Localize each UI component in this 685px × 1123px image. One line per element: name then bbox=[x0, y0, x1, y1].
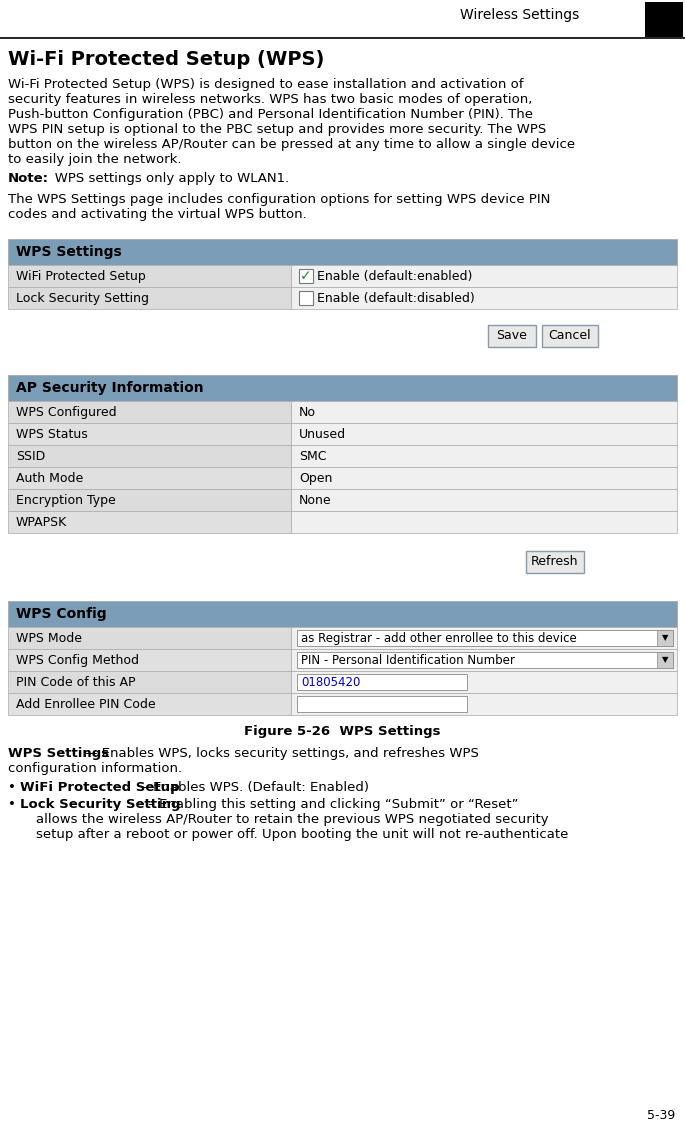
Bar bbox=[297, 696, 467, 712]
Text: Lock Security Setting: Lock Security Setting bbox=[20, 798, 181, 811]
Bar bbox=[297, 674, 467, 690]
Bar bbox=[291, 489, 677, 511]
Bar bbox=[8, 287, 291, 309]
Bar bbox=[8, 265, 291, 287]
Text: WPS Config Method: WPS Config Method bbox=[16, 654, 139, 667]
Text: Cancel: Cancel bbox=[549, 329, 591, 343]
Text: – Enabling this setting and clicking “Submit” or “Reset”: – Enabling this setting and clicking “Su… bbox=[144, 798, 519, 811]
Bar bbox=[526, 551, 584, 573]
Bar bbox=[291, 401, 677, 423]
Text: Enable (default:disabled): Enable (default:disabled) bbox=[317, 292, 475, 305]
Bar bbox=[8, 239, 677, 265]
Bar bbox=[657, 630, 673, 646]
Text: 5: 5 bbox=[650, 4, 669, 31]
Bar bbox=[8, 601, 677, 627]
Text: Wi-Fi Protected Setup (WPS): Wi-Fi Protected Setup (WPS) bbox=[8, 51, 325, 69]
Text: to easily join the network.: to easily join the network. bbox=[8, 153, 182, 166]
Bar bbox=[291, 649, 677, 672]
Text: codes and activating the virtual WPS button.: codes and activating the virtual WPS but… bbox=[8, 208, 307, 221]
Text: ▼: ▼ bbox=[662, 633, 669, 642]
Text: None: None bbox=[299, 494, 332, 506]
Bar bbox=[291, 287, 677, 309]
Bar bbox=[291, 511, 677, 533]
Text: Save: Save bbox=[497, 329, 527, 343]
Text: No: No bbox=[299, 407, 316, 419]
Text: WPS Mode: WPS Mode bbox=[16, 632, 82, 645]
Bar bbox=[8, 375, 677, 401]
Text: Add Enrollee PIN Code: Add Enrollee PIN Code bbox=[16, 699, 155, 711]
Bar bbox=[657, 652, 673, 668]
Bar bbox=[297, 630, 673, 646]
Text: configuration information.: configuration information. bbox=[8, 763, 182, 775]
Text: Wi-Fi Protected Setup (WPS) is designed to ease installation and activation of: Wi-Fi Protected Setup (WPS) is designed … bbox=[8, 77, 523, 91]
Text: — Enables WPS, locks security settings, and refreshes WPS: — Enables WPS, locks security settings, … bbox=[80, 747, 479, 760]
Text: PIN - Personal Identification Number: PIN - Personal Identification Number bbox=[301, 654, 515, 667]
Text: WiFi Protected Setup: WiFi Protected Setup bbox=[20, 780, 179, 794]
Bar bbox=[291, 627, 677, 649]
Bar bbox=[8, 672, 291, 693]
Bar bbox=[8, 401, 291, 423]
Text: WPS Configured: WPS Configured bbox=[16, 407, 116, 419]
Bar bbox=[297, 652, 673, 668]
Text: Enable (default:enabled): Enable (default:enabled) bbox=[317, 270, 473, 283]
Text: Auth Mode: Auth Mode bbox=[16, 472, 84, 485]
Text: button on the wireless AP/Router can be pressed at any time to allow a single de: button on the wireless AP/Router can be … bbox=[8, 138, 575, 150]
Bar bbox=[488, 325, 536, 347]
Bar bbox=[645, 2, 683, 37]
Text: AP Security Information: AP Security Information bbox=[16, 381, 203, 395]
Bar bbox=[291, 445, 677, 467]
Text: WPS Status: WPS Status bbox=[16, 428, 88, 441]
Text: WiFi Protected Setup: WiFi Protected Setup bbox=[16, 270, 146, 283]
Text: allows the wireless AP/Router to retain the previous WPS negotiated security: allows the wireless AP/Router to retain … bbox=[36, 813, 549, 827]
Text: Note:: Note: bbox=[8, 172, 49, 185]
Bar bbox=[8, 445, 291, 467]
Text: SMC: SMC bbox=[299, 450, 327, 463]
Text: Wireless Settings: Wireless Settings bbox=[460, 8, 580, 22]
Text: Figure 5-26  WPS Settings: Figure 5-26 WPS Settings bbox=[245, 725, 440, 738]
Bar bbox=[299, 270, 313, 283]
Bar bbox=[291, 693, 677, 715]
Text: Open: Open bbox=[299, 472, 332, 485]
Bar bbox=[291, 672, 677, 693]
Text: ▼: ▼ bbox=[662, 656, 669, 665]
Bar bbox=[8, 693, 291, 715]
Text: •: • bbox=[8, 798, 16, 811]
Bar bbox=[8, 423, 291, 445]
Bar bbox=[542, 325, 598, 347]
Bar bbox=[8, 489, 291, 511]
Text: Lock Security Setting: Lock Security Setting bbox=[16, 292, 149, 305]
Text: WPS PIN setup is optional to the PBC setup and provides more security. The WPS: WPS PIN setup is optional to the PBC set… bbox=[8, 124, 546, 136]
Bar bbox=[291, 423, 677, 445]
Text: Refresh: Refresh bbox=[532, 555, 579, 568]
Text: WPS Settings: WPS Settings bbox=[16, 245, 122, 259]
Bar bbox=[291, 265, 677, 287]
Text: – Enables WPS. (Default: Enabled): – Enables WPS. (Default: Enabled) bbox=[138, 780, 369, 794]
Text: 5-39: 5-39 bbox=[647, 1110, 675, 1122]
Bar bbox=[8, 511, 291, 533]
Text: PIN Code of this AP: PIN Code of this AP bbox=[16, 676, 136, 690]
Text: WPS settings only apply to WLAN1.: WPS settings only apply to WLAN1. bbox=[42, 172, 289, 185]
Bar bbox=[299, 291, 313, 305]
Text: SSID: SSID bbox=[16, 450, 45, 463]
Text: as Registrar - add other enrollee to this device: as Registrar - add other enrollee to thi… bbox=[301, 632, 577, 645]
Text: security features in wireless networks. WPS has two basic modes of operation,: security features in wireless networks. … bbox=[8, 93, 532, 106]
Text: Push-button Configuration (PBC) and Personal Identification Number (PIN). The: Push-button Configuration (PBC) and Pers… bbox=[8, 108, 533, 121]
Text: 01805420: 01805420 bbox=[301, 676, 360, 690]
Text: Unused: Unused bbox=[299, 428, 346, 441]
Text: ✓: ✓ bbox=[300, 270, 312, 283]
Bar bbox=[8, 467, 291, 489]
Text: WPS Config: WPS Config bbox=[16, 608, 107, 621]
Bar bbox=[291, 467, 677, 489]
Text: Encryption Type: Encryption Type bbox=[16, 494, 116, 506]
Bar bbox=[8, 649, 291, 672]
Text: •: • bbox=[8, 780, 16, 794]
Text: setup after a reboot or power off. Upon booting the unit will not re-authenticat: setup after a reboot or power off. Upon … bbox=[36, 828, 569, 841]
Text: The WPS Settings page includes configuration options for setting WPS device PIN: The WPS Settings page includes configura… bbox=[8, 193, 550, 206]
Bar bbox=[8, 627, 291, 649]
Text: WPS Settings: WPS Settings bbox=[8, 747, 109, 760]
Text: WPAPSK: WPAPSK bbox=[16, 515, 67, 529]
